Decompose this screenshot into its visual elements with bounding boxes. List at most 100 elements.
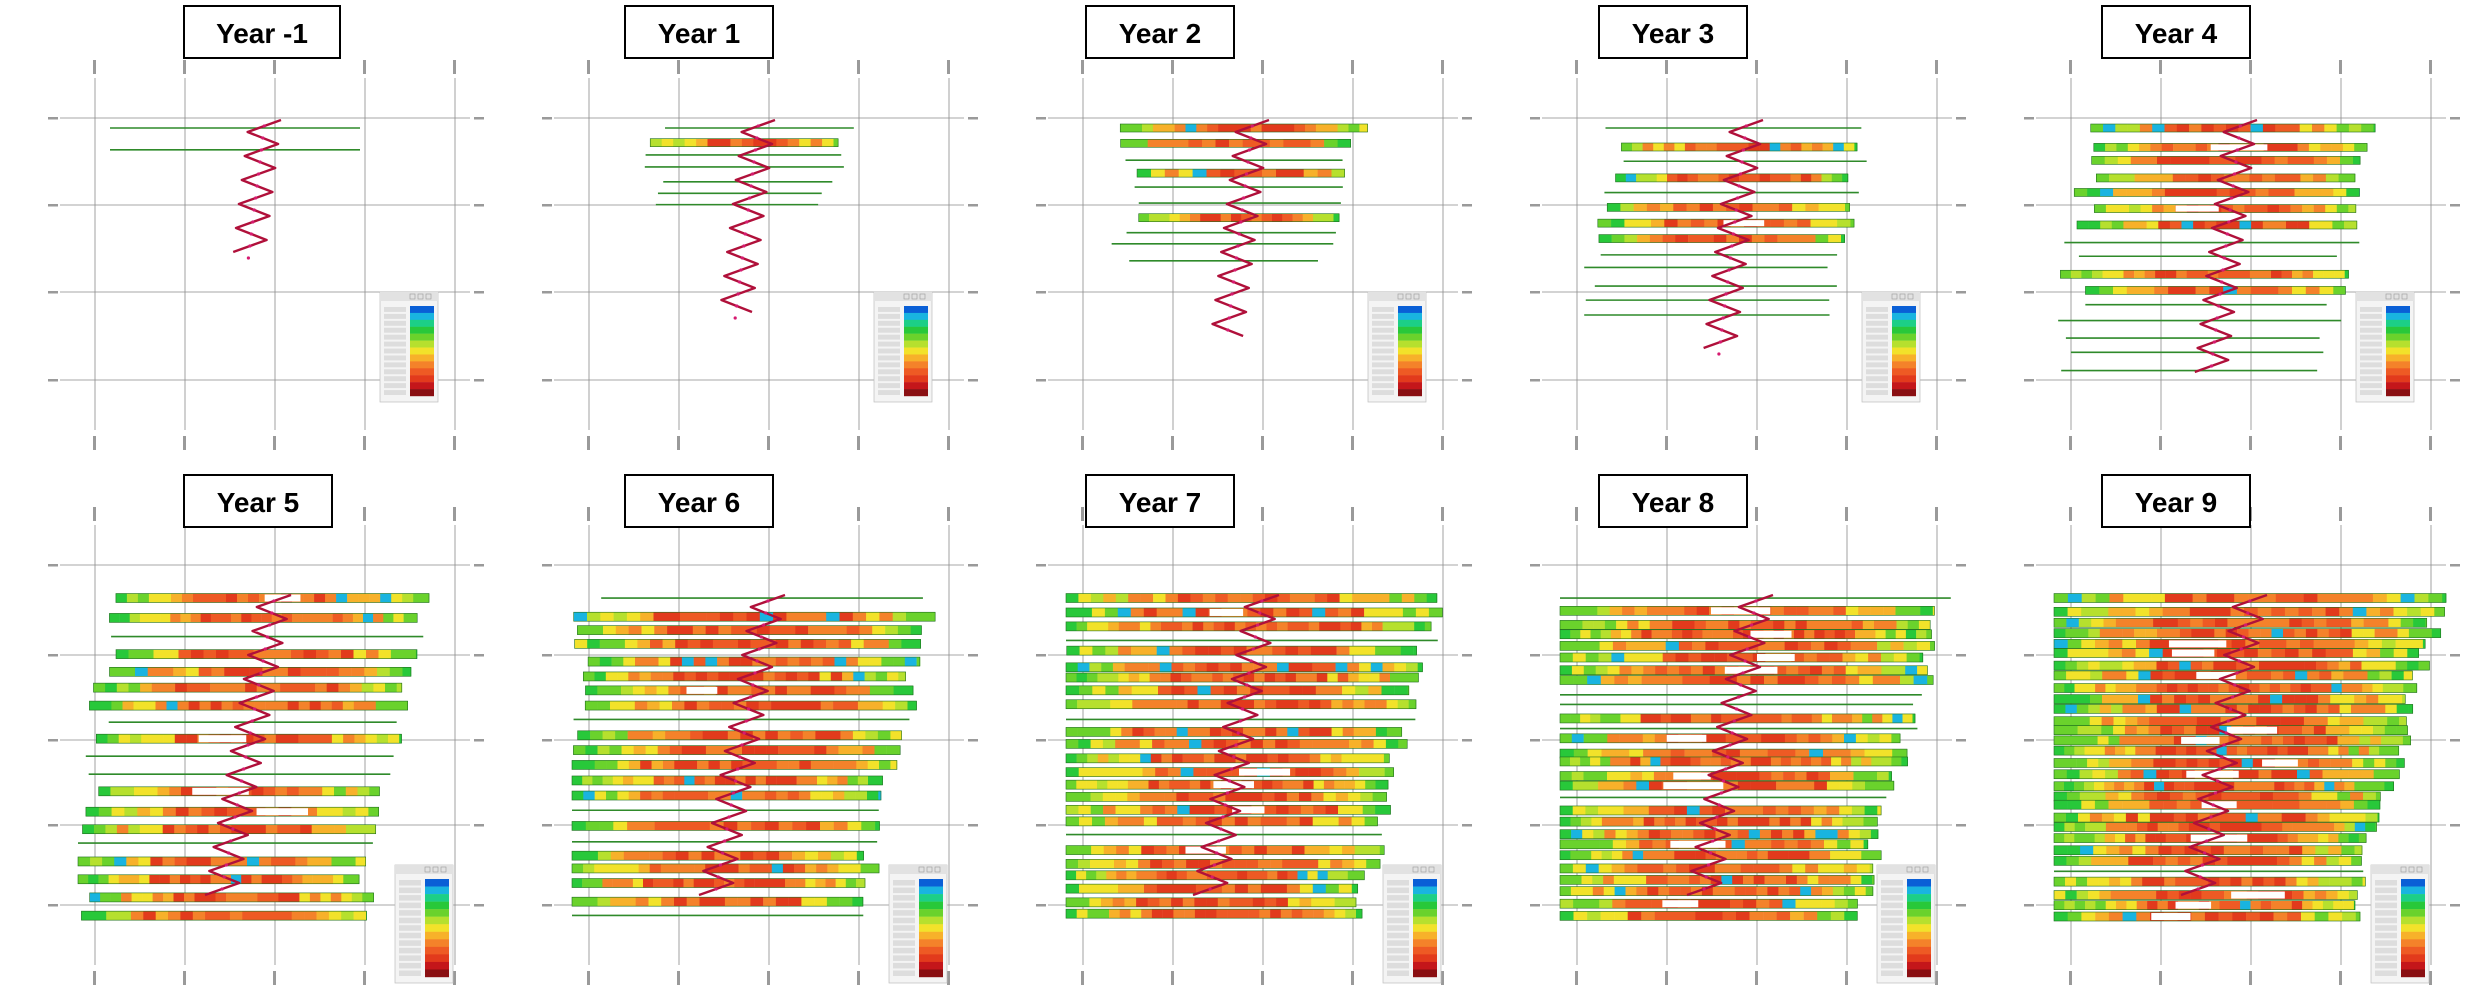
legend-swatch	[1398, 326, 1422, 334]
stope-cell	[893, 657, 906, 667]
stope-cell	[216, 649, 229, 659]
stope-cell	[1723, 886, 1735, 896]
stope-cell	[2317, 813, 2330, 823]
stope-cell	[1585, 806, 1599, 815]
tick-mark	[542, 117, 552, 120]
stope-cell	[2384, 781, 2394, 791]
legend-text-placeholder	[1372, 376, 1394, 382]
stope-cell	[2351, 704, 2363, 714]
stope-cell	[1206, 169, 1221, 178]
stope-cell	[180, 613, 191, 623]
stope-cell	[1250, 124, 1262, 132]
stope-cell	[2317, 628, 2329, 638]
stope-cell	[1771, 839, 1785, 849]
stope-cell	[2122, 661, 2134, 671]
stope-cell	[2293, 704, 2306, 714]
stope-cell	[2297, 769, 2311, 779]
stope-cell	[1365, 780, 1376, 790]
stope-cell	[1130, 608, 1145, 617]
stope-cell	[2293, 813, 2306, 823]
ramp-marker	[255, 695, 259, 699]
stope-cell	[1254, 699, 1266, 709]
stope-cell	[798, 791, 811, 800]
stope-cell	[684, 138, 697, 147]
legend-swatch	[2386, 361, 2410, 369]
stope-cell	[2075, 735, 2087, 745]
ramp-marker	[1726, 280, 1730, 284]
stope-outline	[1065, 845, 1385, 855]
stope-cell	[779, 851, 793, 861]
stope-cell	[2358, 746, 2370, 756]
stope-cell	[2400, 593, 2415, 603]
stope-cell	[2156, 683, 2168, 693]
tick-mark	[1462, 291, 1472, 294]
stope-cell	[1620, 713, 1631, 723]
stope-cell	[2128, 618, 2141, 628]
stope-cell	[1091, 767, 1105, 777]
stope-cell	[2303, 890, 2316, 900]
stope-cell	[1706, 817, 1718, 827]
legend-swatch	[425, 954, 449, 963]
stope-cell	[2290, 204, 2303, 213]
stope-cell	[1642, 733, 1655, 743]
tick-mark	[1441, 971, 1444, 985]
stope-cell	[1595, 733, 1608, 743]
stope-cell	[835, 878, 847, 888]
stope-cell	[1320, 699, 1332, 709]
legend-swatch	[410, 333, 434, 341]
stope-cell	[253, 734, 265, 744]
stope-cell	[1831, 203, 1846, 212]
stope-cell	[351, 892, 363, 902]
stope-cell	[2173, 735, 2186, 745]
ramp-marker	[714, 887, 718, 891]
stope-cell	[2125, 746, 2136, 756]
stope-cell	[2324, 124, 2337, 132]
tick-mark	[1036, 117, 1046, 120]
stope-cell	[932, 612, 936, 622]
stope-cell	[109, 613, 120, 623]
stope-cell	[1393, 621, 1404, 631]
stope-cell	[708, 760, 721, 770]
stope-cell	[1624, 875, 1636, 885]
stope-cell	[1117, 608, 1132, 617]
stope-cell	[1570, 629, 1581, 639]
stope-cell	[1319, 621, 1331, 631]
stope-cell	[1680, 757, 1691, 766]
legend-swatch	[904, 347, 928, 355]
stope-cell	[2111, 221, 2124, 229]
stope-cell	[278, 649, 292, 659]
ramp-marker	[1258, 611, 1262, 615]
stope-cell	[1397, 699, 1410, 709]
stope-cell	[2262, 593, 2277, 603]
legend-header	[2371, 865, 2429, 874]
stope-cell	[149, 874, 160, 884]
stope-cell	[1191, 673, 1203, 682]
stope-cell	[1684, 606, 1697, 616]
stope-cell	[2231, 800, 2246, 810]
stope-cell	[847, 776, 859, 785]
stope-cell	[1814, 629, 1825, 639]
stope-cell	[358, 593, 370, 603]
stope-cell	[2289, 593, 2304, 603]
stope-cell	[2149, 607, 2163, 617]
stope-cell	[2079, 769, 2093, 779]
stope-cell	[2340, 877, 2352, 887]
stope-cell	[174, 857, 187, 866]
stope-cell	[114, 857, 127, 866]
stope-cell	[797, 671, 809, 681]
stope-cell	[602, 730, 616, 740]
legend-swatch	[425, 901, 449, 910]
legend-swatch	[904, 312, 928, 321]
stope-cell	[1632, 143, 1643, 151]
stope-cell	[2361, 124, 2374, 132]
stope-cell	[2326, 735, 2338, 745]
stope-cell	[708, 791, 720, 800]
stope-cell	[699, 897, 713, 907]
stope-cell	[742, 791, 754, 800]
stope-cell	[2169, 221, 2182, 229]
legend-text-placeholder	[878, 341, 900, 347]
stope-cell	[1377, 608, 1391, 617]
stope-cell	[788, 639, 802, 649]
legend-text-placeholder	[1372, 327, 1394, 333]
stope-cell	[1585, 781, 1599, 791]
